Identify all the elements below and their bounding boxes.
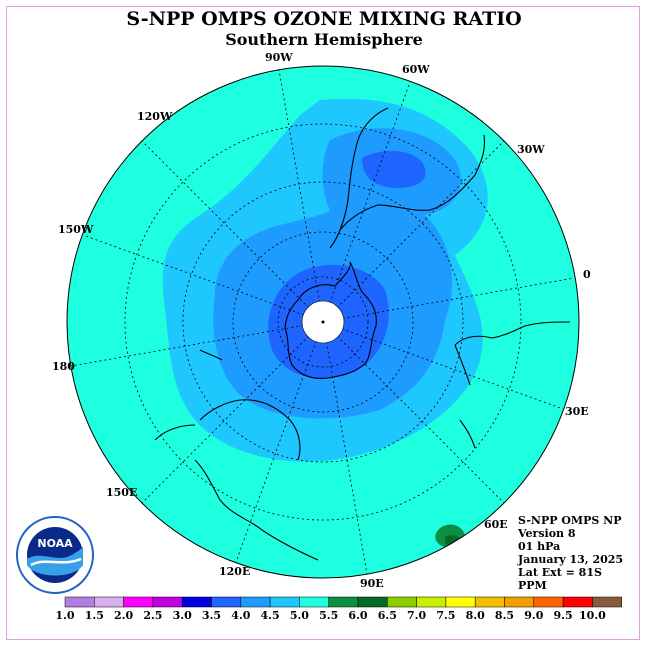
lon-label-30w: 30W (517, 143, 545, 156)
colorbar-swatch (181, 596, 212, 608)
noaa-logo-text: NOAA (37, 537, 73, 550)
colorbar-swatch (152, 596, 183, 608)
map-boundary (66, 65, 580, 579)
colorbar-tick-label: 1.5 (84, 609, 104, 622)
colorbar-swatch (123, 596, 154, 608)
colorbar-swatch (240, 596, 271, 608)
lon-label-60w: 60W (402, 63, 430, 76)
colorbar-tick-label: 9.5 (553, 609, 573, 622)
colorbar-tick-label: 4.5 (260, 609, 280, 622)
colorbar-swatch (387, 596, 417, 608)
map-title: S-NPP OMPS OZONE MIXING RATIO (126, 8, 522, 30)
colorbar (64, 596, 622, 608)
colorbar-tick-label: 6.0 (348, 609, 368, 622)
colorbar-swatch (592, 596, 622, 608)
colorbar-tick-label: 3.5 (201, 609, 222, 622)
colorbar-tick-label: 9.0 (524, 609, 544, 622)
colorbar-tick-label: 10.0 (578, 609, 606, 622)
south-pole-marker (321, 320, 325, 324)
lon-label-90w: 90W (265, 51, 293, 64)
colorbar-swatch (474, 596, 505, 608)
lon-label-120w: 120W (137, 110, 173, 123)
lon-label-30e: 30E (565, 405, 589, 418)
map-subtitle: Southern Hemisphere (225, 30, 423, 49)
lat-ext-label: Lat Ext = 81S (518, 566, 602, 579)
colorbar-swatch (299, 596, 329, 608)
colorbar-tick-label: 5.0 (289, 609, 309, 622)
date-label: January 13, 2025 (518, 553, 624, 566)
colorbar-tick-label: 1.0 (55, 609, 75, 622)
lon-label-0: 0 (583, 268, 591, 281)
graticule (70, 69, 575, 575)
units-label: PPM (518, 579, 547, 592)
colorbar-tick-label: 3.0 (172, 609, 192, 622)
colorbar-tick-label: 5.5 (319, 609, 339, 622)
info-block: S-NPP OMPS NP Version 8 01 hPa January 1… (518, 514, 623, 592)
instrument-label: S-NPP OMPS NP (518, 514, 622, 527)
colorbar-tick-label: 2.0 (114, 609, 134, 622)
lon-label-150e: 150E (106, 486, 138, 499)
colorbar-tick-label: 8.5 (494, 609, 515, 622)
plot-frame (6, 6, 640, 640)
coastlines (154, 107, 571, 561)
lon-label-120e: 120E (219, 565, 251, 578)
colorbar-swatch (504, 596, 535, 608)
colorbar-tick-label: 6.5 (377, 609, 397, 622)
colorbar-swatch (211, 596, 242, 608)
lon-label-60e: 60E (484, 518, 508, 531)
colorbar-swatch (328, 596, 359, 608)
colorbar-tick-label: 7.0 (407, 609, 427, 622)
colorbar-tick-label: 4.0 (231, 609, 251, 622)
lon-label-150w: 150W (58, 223, 94, 236)
colorbar-tick-label: 2.5 (143, 609, 163, 622)
colorbar-swatch (357, 596, 388, 608)
colorbar-swatch (533, 596, 564, 608)
colorbar-swatch (416, 596, 447, 608)
noaa-logo: NOAA (16, 516, 94, 594)
lon-label-90e: 90E (360, 577, 384, 590)
colorbar-swatch (64, 596, 95, 608)
colorbar-swatch (562, 596, 593, 608)
pressure-label: 01 hPa (518, 540, 561, 553)
lon-label-180: 180 (52, 360, 75, 373)
colorbar-tick-label: 8.0 (465, 609, 485, 622)
version-label: Version 8 (518, 527, 576, 540)
colorbar-tick-label: 7.5 (436, 609, 456, 622)
colorbar-swatch (94, 596, 124, 608)
colorbar-swatch (269, 596, 300, 608)
colorbar-swatch (445, 596, 476, 608)
contour-3.0-3.5 (362, 150, 426, 188)
